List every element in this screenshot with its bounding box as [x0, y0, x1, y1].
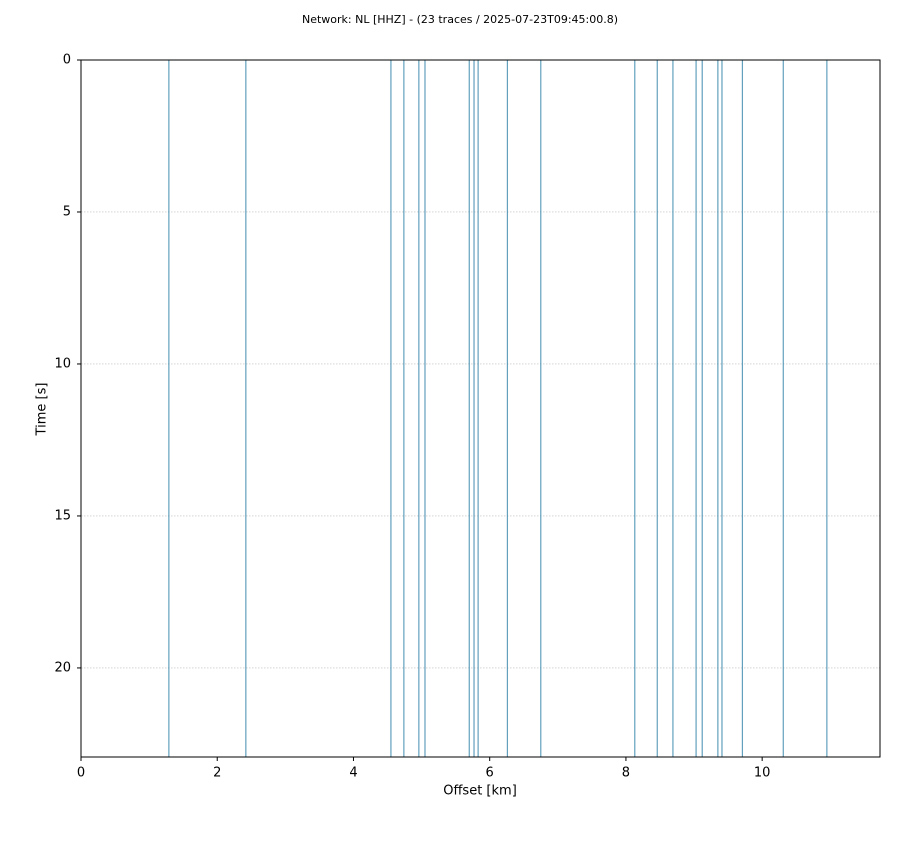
x-tick-label: 8	[622, 766, 630, 781]
x-tick-label: 4	[349, 766, 357, 781]
y-tick-label: 10	[54, 356, 71, 371]
y-tick-label: 20	[54, 660, 71, 675]
x-tick-label: 0	[77, 766, 85, 781]
y-tick-label: 15	[54, 508, 71, 523]
y-tick-label: 5	[63, 204, 71, 219]
x-axis-label: Offset [km]	[443, 784, 517, 799]
y-tick-label: 0	[63, 53, 71, 68]
y-axis-label: Time [s]	[35, 383, 50, 437]
plot-area	[81, 59, 880, 757]
x-tick-label: 6	[486, 766, 494, 781]
chart-title: Network: NL [HHZ] - (23 traces / 2025-07…	[302, 13, 618, 26]
x-tick-label: 2	[213, 766, 221, 781]
axes-frame	[80, 59, 881, 758]
x-tick-label: 10	[754, 766, 771, 781]
